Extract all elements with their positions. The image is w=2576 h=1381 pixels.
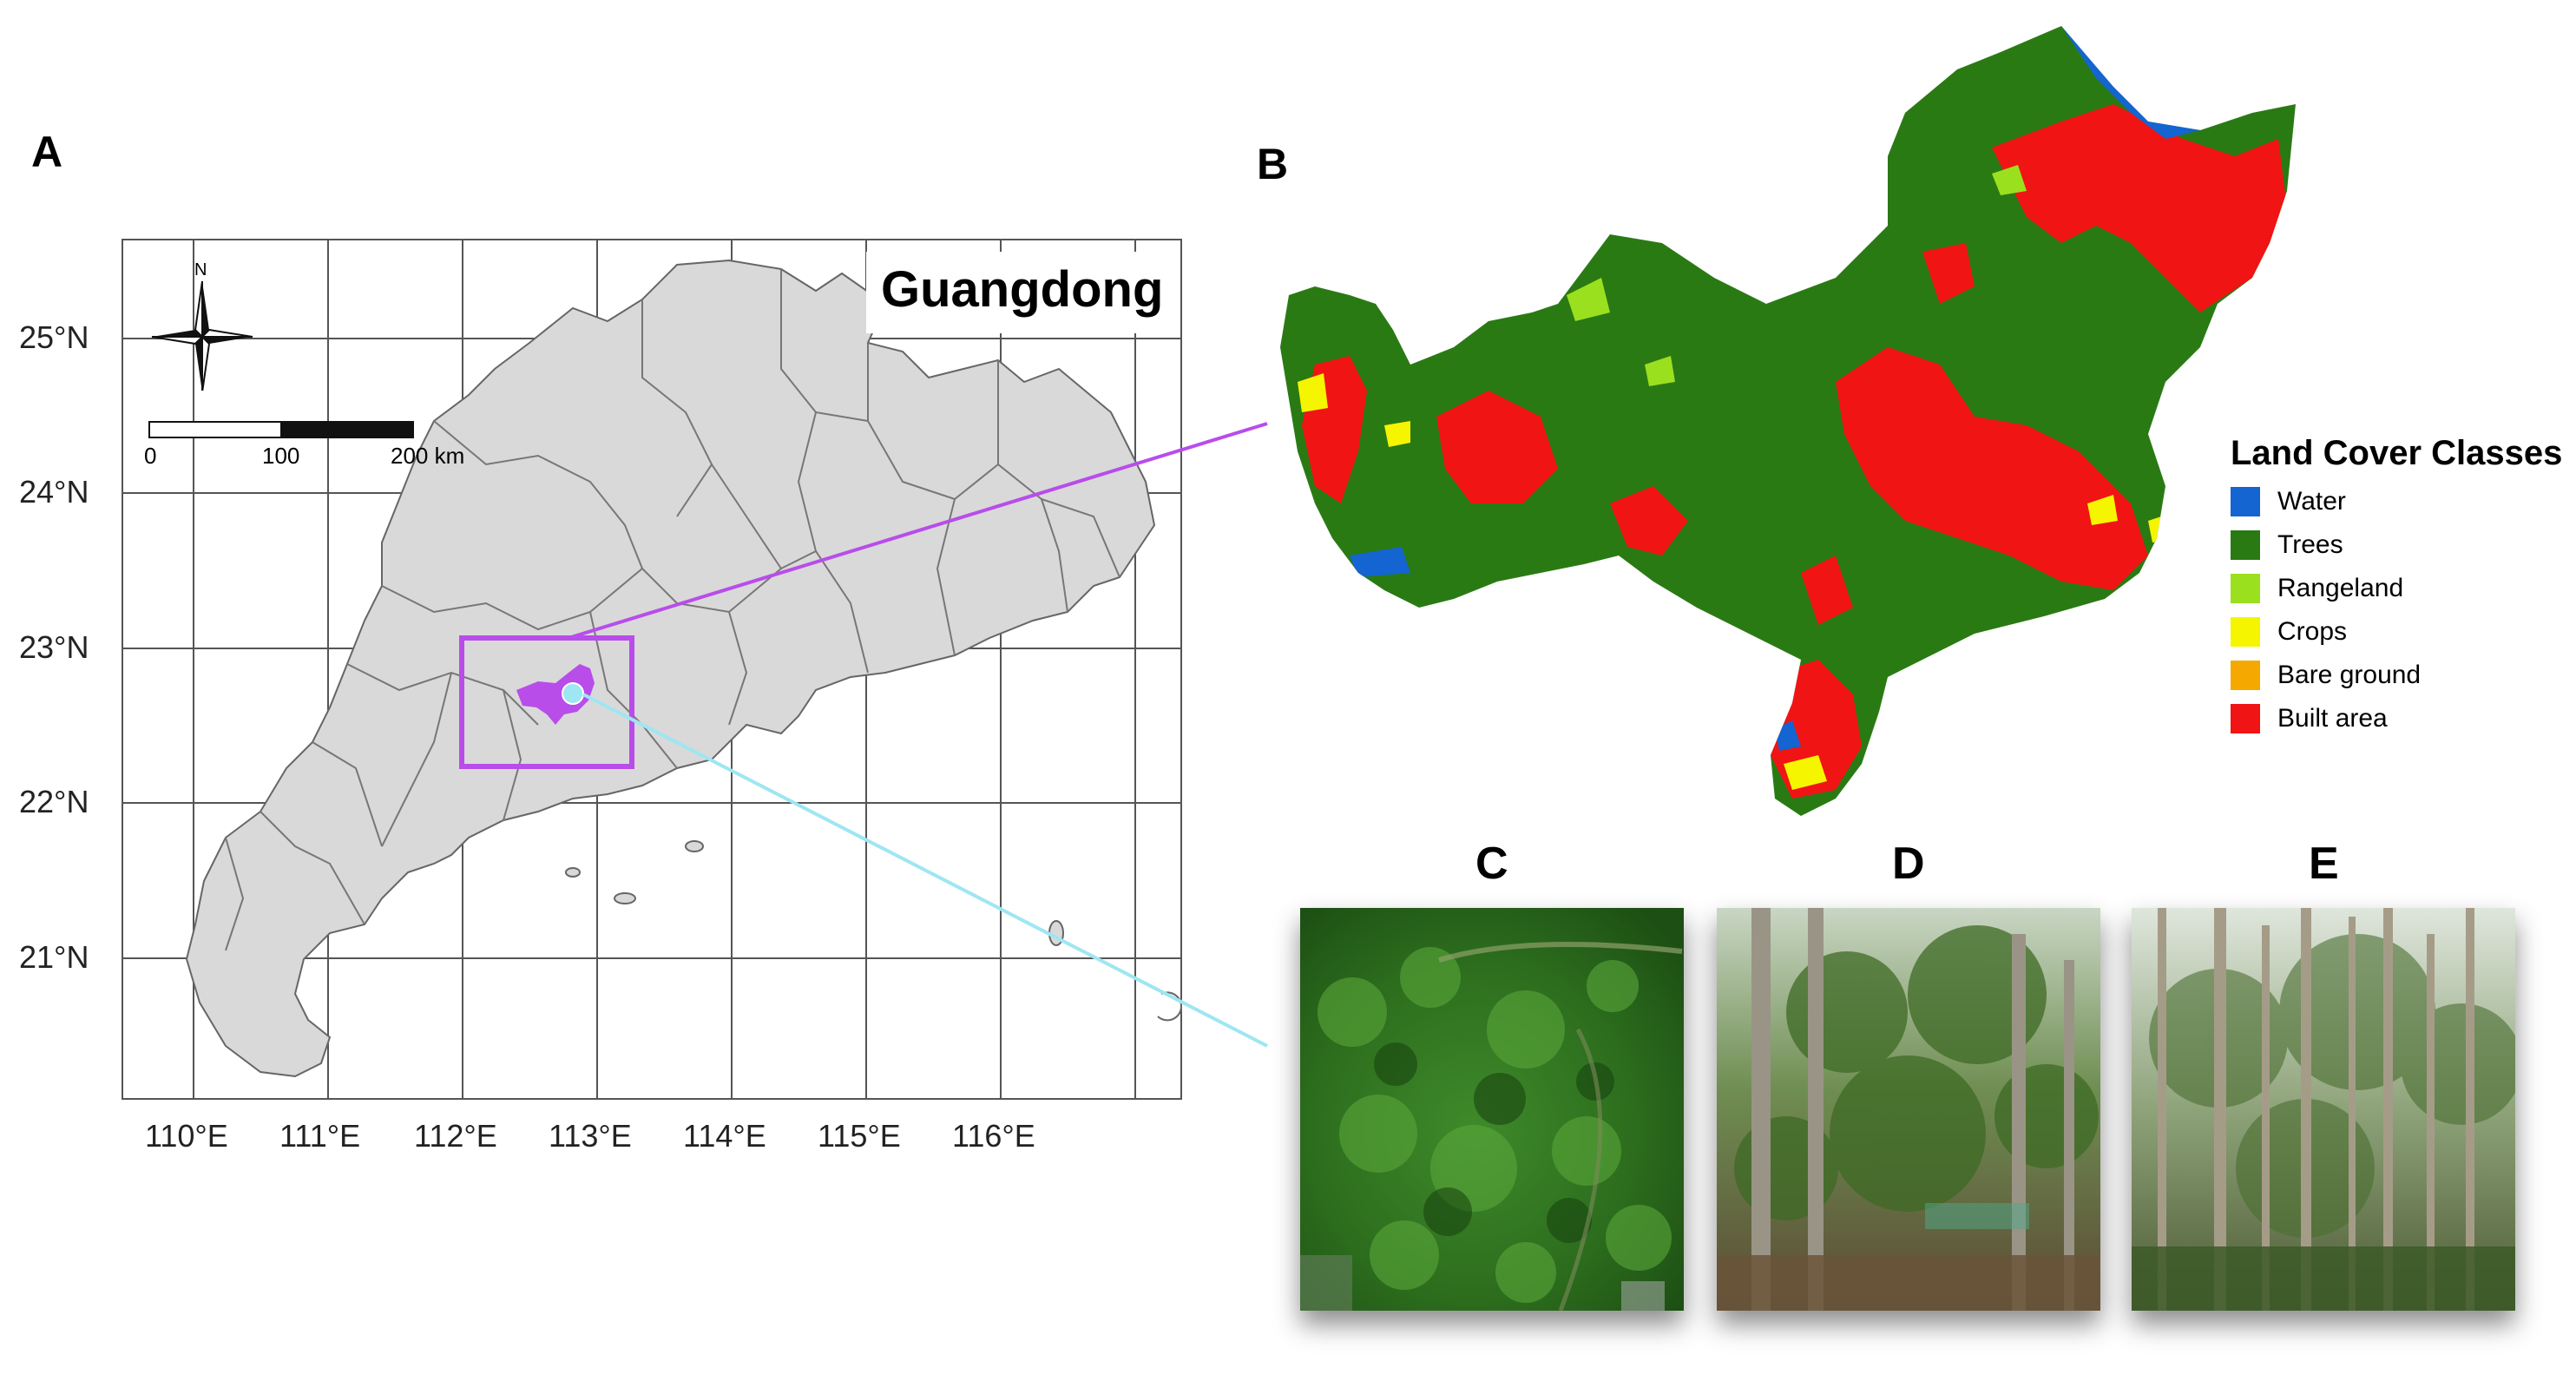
panel-label-d: D [1892,838,1925,889]
legend-swatch-bare-ground [2231,661,2260,690]
photo-forest-understory [1717,908,2100,1311]
lat-tick-25: 25°N [19,319,89,355]
guangdong-map [122,239,1182,1100]
lon-tick-112: 112°E [414,1118,497,1154]
lon-tick-116: 116°E [952,1118,1035,1154]
province-shape [185,259,1156,1078]
scale-label-0: 0 [144,443,157,469]
panel-label-e: E [2309,838,2339,889]
legend-item-trees: Trees [2231,523,2421,567]
lat-tick-24: 24°N [19,474,89,510]
legend-item-crops: Crops [2231,610,2421,654]
panel-label-b: B [1257,140,1289,188]
lat-tick-23: 23°N [19,629,89,665]
study-area-box [459,635,634,769]
legend-swatch-trees [2231,530,2260,560]
photo-plantation-forest [2132,908,2515,1311]
islands [565,840,1182,1022]
photo-aerial-forest [1300,908,1684,1311]
north-label: N [194,260,207,279]
scale-bar [148,421,414,438]
legend-item-bare-ground: Bare ground [2231,654,2421,697]
lon-tick-113: 113°E [549,1118,632,1154]
panel-label-c: C [1475,838,1508,889]
legend-item-built-area: Built area [2231,697,2421,740]
lon-tick-110: 110°E [145,1118,228,1154]
lat-tick-21: 21°N [19,939,89,975]
region-title: Guangdong [881,261,1164,318]
legend-title: Land Cover Classes [2231,434,2563,472]
study-area-shape [516,664,595,725]
legend: Water Trees Rangeland Crops Bare ground … [2231,480,2421,740]
legend-item-water: Water [2231,480,2421,523]
prefecture-boundaries [225,269,1120,951]
panel-label-a: A [31,128,63,176]
legend-swatch-water [2231,487,2260,516]
legend-swatch-crops [2231,617,2260,647]
legend-item-rangeland: Rangeland [2231,567,2421,610]
scale-label-100: 100 [262,443,300,469]
lon-tick-115: 115°E [818,1118,901,1154]
lat-tick-22: 22°N [19,784,89,819]
north-arrow-icon [151,280,253,391]
sample-site-point [562,682,584,705]
legend-swatch-rangeland [2231,574,2260,603]
lon-tick-111: 111°E [279,1118,361,1154]
scale-label-200: 200 km [391,443,465,469]
legend-swatch-built-area [2231,704,2260,733]
land-cover-map [1280,26,2296,816]
lon-tick-114: 114°E [683,1118,766,1154]
